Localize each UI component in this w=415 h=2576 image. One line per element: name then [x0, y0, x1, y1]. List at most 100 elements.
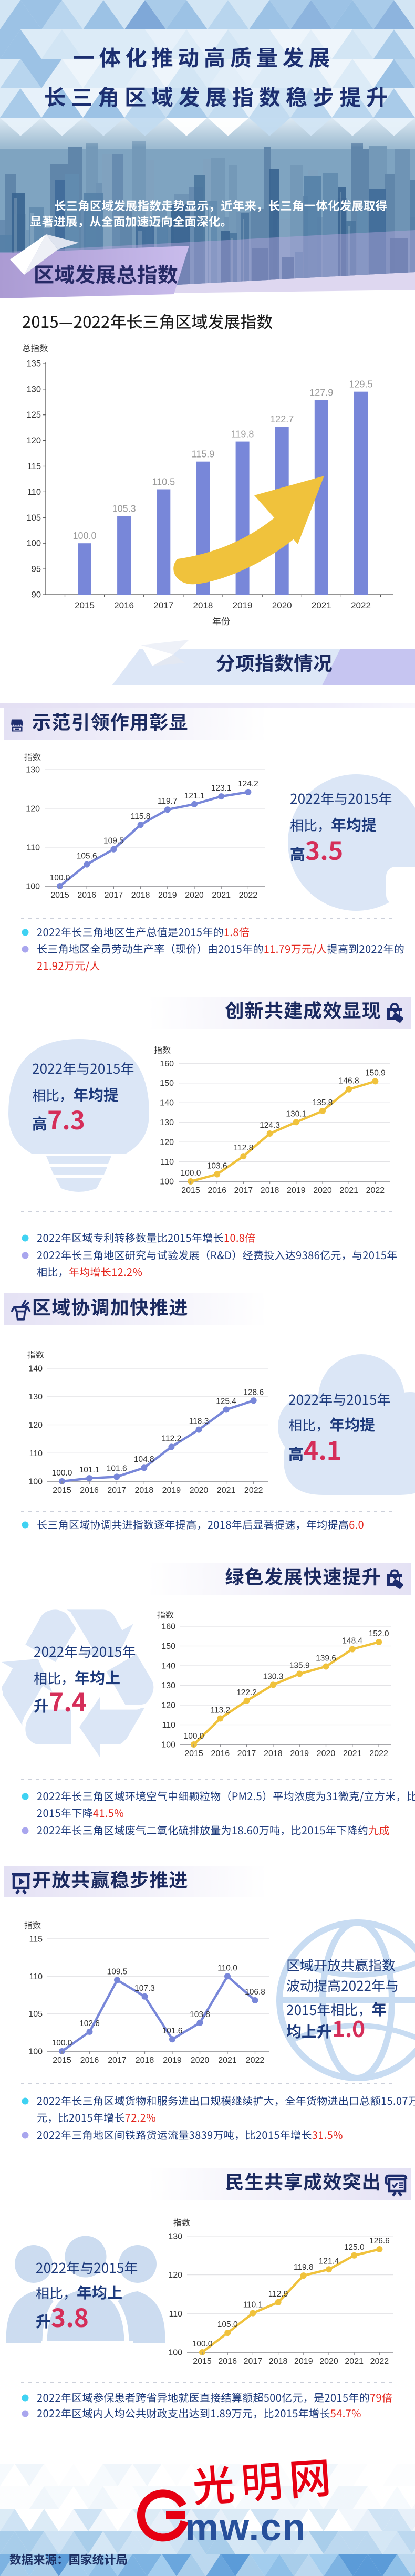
svg-text:110: 110	[29, 1972, 43, 1981]
svg-text:160: 160	[161, 1623, 175, 1632]
svg-text:2020: 2020	[191, 2056, 210, 2065]
svg-text:107.3: 107.3	[134, 1984, 155, 1993]
svg-text:130: 130	[28, 1393, 43, 1401]
svg-text:105.0: 105.0	[217, 2320, 238, 2329]
svg-text:2019: 2019	[287, 1186, 306, 1195]
svg-text:119.8: 119.8	[294, 2263, 314, 2272]
svg-text:125.0: 125.0	[344, 2243, 365, 2252]
svg-text:140: 140	[161, 1662, 175, 1671]
svg-text:2018: 2018	[261, 1186, 279, 1195]
svg-text:120: 120	[161, 1701, 175, 1710]
svg-text:109.5: 109.5	[107, 1967, 128, 1976]
svg-text:2015: 2015	[181, 1186, 200, 1195]
svg-text:101.6: 101.6	[107, 1464, 127, 1473]
svg-text:2017: 2017	[105, 891, 123, 900]
svg-text:105.3: 105.3	[112, 503, 136, 514]
svg-text:2016: 2016	[77, 891, 96, 900]
svg-text:130: 130	[160, 1118, 174, 1127]
svg-text:2020: 2020	[319, 2357, 338, 2366]
svg-text:2016: 2016	[80, 2056, 99, 2065]
svg-text:2018: 2018	[131, 891, 150, 900]
svg-text:121.4: 121.4	[319, 2257, 339, 2266]
svg-text:100: 100	[161, 1741, 175, 1750]
svg-text:112.2: 112.2	[162, 1434, 182, 1443]
svg-text:126.6: 126.6	[369, 2237, 390, 2246]
svg-text:100: 100	[26, 882, 40, 891]
svg-text:2018: 2018	[136, 2056, 154, 2065]
svg-text:100.0: 100.0	[181, 1169, 201, 1178]
svg-text:122.7: 122.7	[270, 414, 294, 424]
svg-text:130: 130	[26, 385, 41, 394]
svg-text:2017: 2017	[108, 2056, 127, 2065]
svg-text:2021: 2021	[345, 2357, 364, 2366]
svg-text:122.2: 122.2	[236, 1688, 257, 1697]
svg-text:2017: 2017	[153, 600, 173, 610]
svg-text:2019: 2019	[294, 2357, 313, 2366]
svg-text:103.8: 103.8	[190, 2010, 210, 2019]
svg-text:2017: 2017	[237, 1749, 256, 1758]
svg-text:2017: 2017	[244, 2357, 263, 2366]
svg-text:2018: 2018	[193, 600, 213, 610]
svg-text:110.0: 110.0	[217, 1964, 237, 1972]
svg-text:125.4: 125.4	[216, 1397, 236, 1406]
svg-text:2016: 2016	[114, 600, 134, 610]
svg-text:115: 115	[29, 1935, 43, 1944]
svg-text:115.9: 115.9	[192, 449, 215, 460]
svg-text:100: 100	[168, 2349, 182, 2357]
svg-text:2016: 2016	[208, 1186, 226, 1195]
svg-text:120: 120	[26, 436, 41, 445]
svg-text:128.6: 128.6	[243, 1388, 264, 1397]
svg-text:2021: 2021	[343, 1749, 362, 1758]
svg-text:105.6: 105.6	[77, 852, 97, 861]
svg-text:2020: 2020	[190, 1486, 209, 1495]
svg-text:2022: 2022	[370, 2357, 389, 2366]
svg-text:109.5: 109.5	[103, 837, 124, 846]
svg-text:100.0: 100.0	[50, 874, 70, 882]
svg-text:118.3: 118.3	[189, 1417, 209, 1426]
svg-text:2016: 2016	[80, 1486, 99, 1495]
svg-text:100.0: 100.0	[72, 531, 96, 541]
svg-text:100.0: 100.0	[184, 1732, 204, 1741]
svg-text:127.9: 127.9	[309, 387, 333, 398]
svg-text:2018: 2018	[269, 2357, 288, 2366]
svg-text:119.7: 119.7	[158, 797, 178, 806]
svg-text:115.8: 115.8	[131, 812, 151, 821]
svg-text:2018: 2018	[264, 1749, 283, 1758]
svg-text:150.9: 150.9	[365, 1068, 386, 1077]
svg-text:2020: 2020	[313, 1186, 332, 1195]
svg-text:106.8: 106.8	[245, 1988, 265, 1997]
svg-text:110: 110	[29, 1449, 43, 1458]
svg-text:2015: 2015	[193, 2357, 212, 2366]
svg-text:150: 150	[161, 1642, 175, 1651]
svg-text:2015: 2015	[184, 1749, 203, 1758]
svg-text:148.4: 148.4	[342, 1637, 362, 1646]
svg-text:2020: 2020	[317, 1749, 336, 1758]
svg-text:95: 95	[32, 565, 41, 574]
svg-text:125: 125	[26, 410, 41, 420]
svg-text:110: 110	[160, 1158, 174, 1167]
svg-text:2021: 2021	[212, 891, 231, 900]
svg-text:112.9: 112.9	[268, 2290, 288, 2299]
svg-text:2022: 2022	[246, 2056, 265, 2065]
svg-text:130.3: 130.3	[263, 1672, 284, 1681]
svg-text:152.0: 152.0	[369, 1629, 389, 1638]
svg-text:135: 135	[26, 359, 41, 368]
svg-text:2017: 2017	[107, 1486, 126, 1495]
svg-text:100: 100	[26, 539, 41, 548]
svg-text:2016: 2016	[211, 1749, 230, 1758]
svg-text:110: 110	[27, 487, 41, 497]
svg-text:2020: 2020	[272, 600, 292, 610]
svg-text:2021: 2021	[217, 1486, 236, 1495]
svg-text:103.6: 103.6	[207, 1162, 227, 1171]
svg-text:2015: 2015	[53, 2056, 71, 2065]
svg-text:104.8: 104.8	[134, 1455, 154, 1464]
svg-text:130: 130	[168, 2232, 182, 2241]
svg-text:100.0: 100.0	[52, 1469, 72, 1478]
svg-text:100.0: 100.0	[192, 2340, 213, 2349]
svg-text:119.8: 119.8	[231, 429, 254, 440]
svg-text:129.5: 129.5	[349, 379, 372, 390]
svg-text:100.0: 100.0	[52, 2039, 72, 2048]
svg-text:110.1: 110.1	[243, 2301, 263, 2310]
svg-text:2021: 2021	[218, 2056, 237, 2065]
svg-text:130: 130	[161, 1681, 175, 1690]
